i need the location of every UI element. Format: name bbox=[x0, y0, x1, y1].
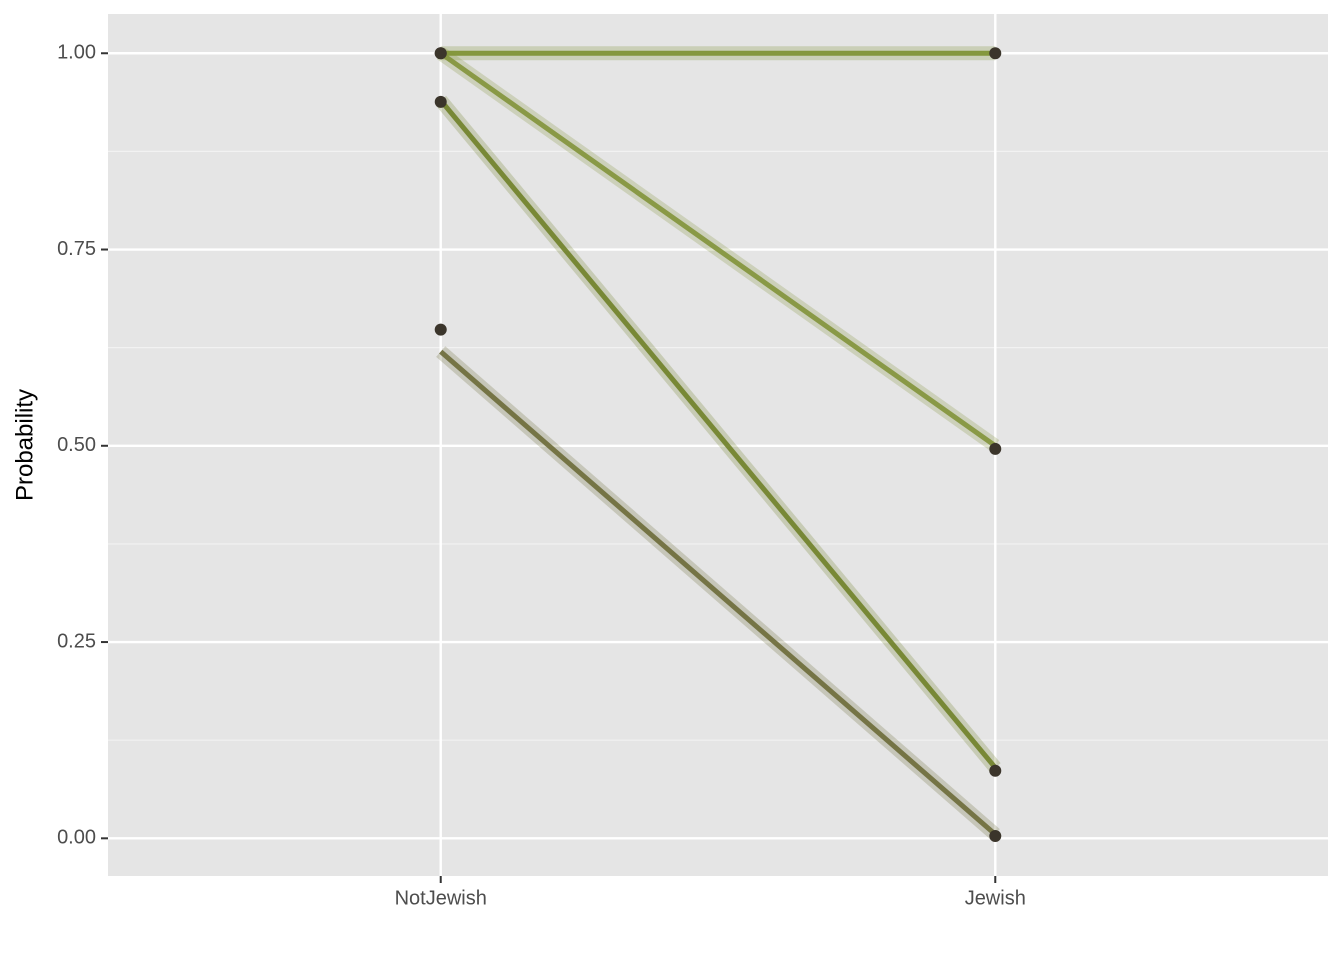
series-line bbox=[439, 51, 997, 448]
y-tick-label: 0.25 bbox=[57, 630, 96, 652]
x-tick-label: NotJewish bbox=[395, 887, 487, 909]
series-line bbox=[438, 98, 998, 770]
y-tick-label: 0.50 bbox=[57, 434, 96, 456]
x-tick-label: Jewish bbox=[965, 887, 1026, 909]
y-axis-label: Probability bbox=[11, 389, 38, 501]
data-point bbox=[989, 47, 1002, 60]
data-point bbox=[434, 323, 447, 336]
data-point bbox=[989, 764, 1002, 777]
data-point bbox=[434, 47, 447, 60]
y-tick-label: 0.75 bbox=[57, 238, 96, 260]
data-point bbox=[434, 95, 447, 108]
y-tick-label: 0.00 bbox=[57, 827, 96, 849]
y-tick-label: 1.00 bbox=[57, 42, 96, 64]
data-point bbox=[989, 829, 1002, 842]
series-line bbox=[439, 349, 997, 837]
data-point bbox=[989, 442, 1002, 455]
